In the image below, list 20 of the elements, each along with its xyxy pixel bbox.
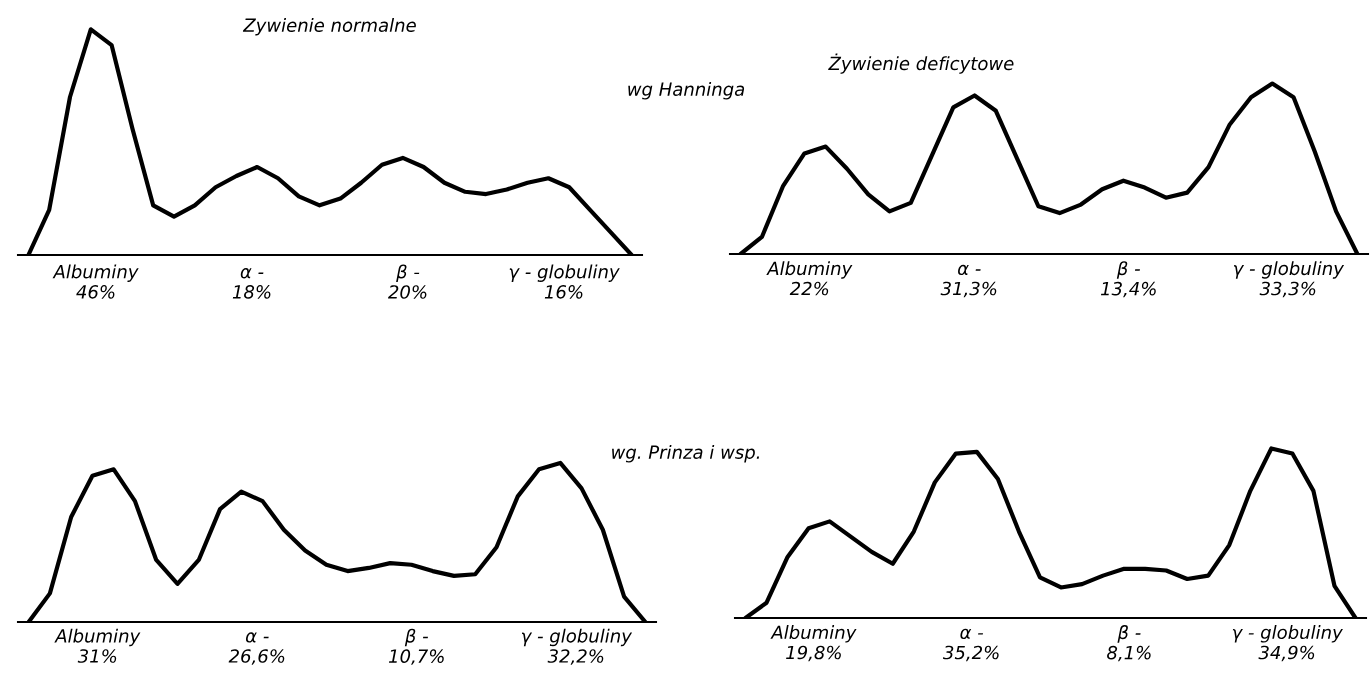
text: β - 20% — [388, 264, 427, 299]
text: Albuminy 19,8% — [770, 625, 857, 662]
text: Albuminy 22% — [766, 261, 853, 296]
text: Albuminy 46% — [52, 264, 139, 299]
text: Albuminy 31% — [54, 628, 141, 663]
chart-subtitle: wg. Prinza i wsp. — [612, 445, 760, 463]
text: α - 35,2% — [942, 628, 999, 662]
text: α - 31,3% — [940, 264, 997, 298]
chart-title: Żywienie deficytowe — [828, 53, 1014, 74]
text: β - 13,4% — [1100, 261, 1156, 298]
text: γ - globuliny 32,2% — [521, 628, 633, 665]
text: wg Hanninga — [628, 82, 745, 100]
chart-title: Zywienie normalne — [242, 18, 416, 36]
text: β - 8,1% — [1107, 625, 1151, 662]
text: γ - globuliny 34,9% — [1232, 625, 1343, 662]
text: α - 26,6% — [228, 632, 285, 665]
text: β - 10,7% — [388, 628, 444, 665]
text: α - 18% — [232, 268, 271, 299]
text: γ - globuliny 16% — [509, 264, 620, 299]
text: γ - globuliny 33,3% — [1233, 261, 1345, 298]
